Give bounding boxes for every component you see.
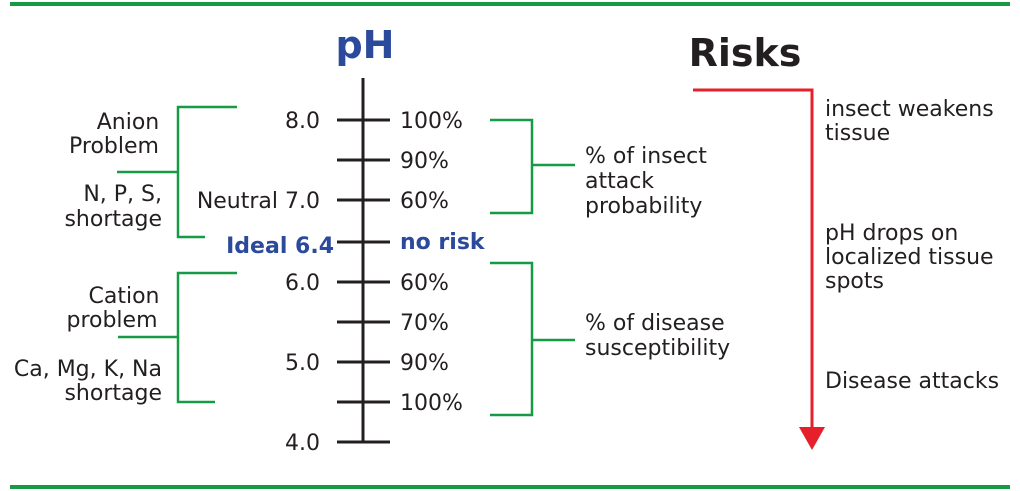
ideal-label: Ideal 6.4: [226, 234, 334, 259]
scale-label: Neutral 7.0: [197, 189, 320, 214]
scale-label: 6.0: [285, 271, 320, 296]
cation-label: problem: [66, 308, 157, 333]
arrow-head-icon: [799, 427, 825, 450]
risk-text: spots: [825, 269, 884, 294]
cation-label: Cation: [89, 284, 160, 309]
risk-text: Disease attacks: [825, 369, 999, 394]
percent-label: 100%: [400, 391, 463, 416]
percent-label: 60%: [400, 271, 449, 296]
anion-label: Problem: [69, 134, 159, 159]
no-risk-label: no risk: [400, 230, 486, 255]
ph-axis: [337, 78, 390, 444]
anion-bracket: [117, 105, 237, 239]
percent-label: 100%: [400, 109, 463, 134]
insect-label: probability: [585, 194, 702, 219]
risks-title: Risks: [689, 31, 802, 75]
risk-text: pH drops on: [825, 221, 958, 246]
scale-label: 8.0: [285, 109, 320, 134]
cation-bracket: [118, 271, 237, 404]
risk-text: tissue: [825, 121, 890, 146]
percent-label: 90%: [400, 351, 449, 376]
insect-label: attack: [585, 169, 654, 194]
anion-shortage-label: shortage: [64, 207, 162, 232]
insect-label: % of insect: [585, 144, 707, 169]
scale-label: 5.0: [285, 351, 320, 376]
cation-shortage-label: Ca, Mg, K, Na: [14, 357, 162, 382]
risk-text: insect weakens: [825, 97, 994, 122]
anion-shortage-label: N, P, S,: [83, 182, 162, 207]
insect-bracket: [490, 118, 575, 215]
anion-label: Anion: [97, 110, 160, 135]
percent-label: 90%: [400, 149, 449, 174]
risk-arrow: [693, 88, 814, 432]
disease-label: % of disease: [585, 311, 725, 336]
percent-label: 60%: [400, 189, 449, 214]
disease-label: susceptibility: [585, 336, 730, 361]
risk-text: localized tissue: [825, 245, 994, 270]
ph-title: pH: [335, 23, 394, 67]
scale-label: 4.0: [285, 431, 320, 456]
disease-bracket: [490, 261, 575, 417]
percent-label: 70%: [400, 311, 449, 336]
cation-shortage-label: shortage: [64, 381, 162, 406]
